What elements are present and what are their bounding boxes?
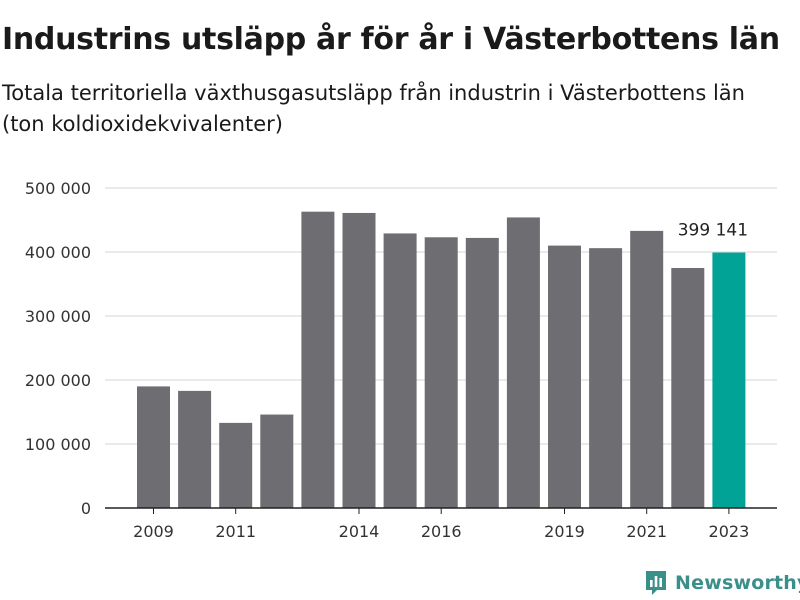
x-tick-label: 2016 (421, 522, 462, 541)
x-tick-label: 2021 (626, 522, 667, 541)
y-tick-label: 500 000 (25, 179, 91, 198)
newsworthy-brand: Newsworthy (644, 568, 800, 598)
bar (589, 248, 623, 508)
highlight-value-label: 399 141 (678, 221, 748, 241)
bar-chart: 0 100 000 200 000 300 000 400 000 500 000 200… (25, 179, 777, 541)
bar (630, 230, 664, 508)
y-tick-label: 200 000 (25, 371, 91, 390)
x-tick-label: 2023 (709, 522, 750, 541)
y-axis-ticks: 0 100 000 200 000 300 000 400 000 500 000 (25, 179, 91, 518)
x-tick-label: 2009 (133, 522, 174, 541)
bar (424, 237, 458, 508)
chart-title: Industrins utsläpp år för år i Västerbot… (2, 22, 780, 58)
bar (671, 268, 705, 508)
y-tick-label: 300 000 (25, 307, 91, 326)
y-tick-label: 400 000 (25, 243, 91, 262)
bars (137, 211, 746, 509)
x-tick-label: 2019 (544, 522, 585, 541)
x-tick-label: 2014 (339, 522, 380, 541)
brand-name: Newsworthy (675, 572, 800, 594)
bar (383, 233, 417, 508)
bar (178, 390, 212, 508)
y-tick-label: 100 000 (25, 435, 91, 454)
data-labels: 399 141 (678, 221, 748, 241)
bar-highlight (712, 252, 746, 508)
bar (548, 245, 581, 508)
x-tick-label: 2011 (215, 522, 256, 541)
bar (301, 211, 335, 508)
bar (465, 237, 499, 509)
bar (260, 414, 294, 508)
bar (219, 422, 253, 508)
bar (506, 217, 540, 508)
bar (137, 386, 170, 508)
y-tick-label: 0 (81, 499, 91, 518)
newsworthy-logo-icon (646, 571, 666, 595)
chart-subtitle: Totala territoriella växthusgasutsläpp f… (2, 81, 745, 136)
bar (342, 212, 376, 508)
x-axis-ticks: 2009 2011 2014 2016 2019 2021 2023 (133, 508, 749, 541)
